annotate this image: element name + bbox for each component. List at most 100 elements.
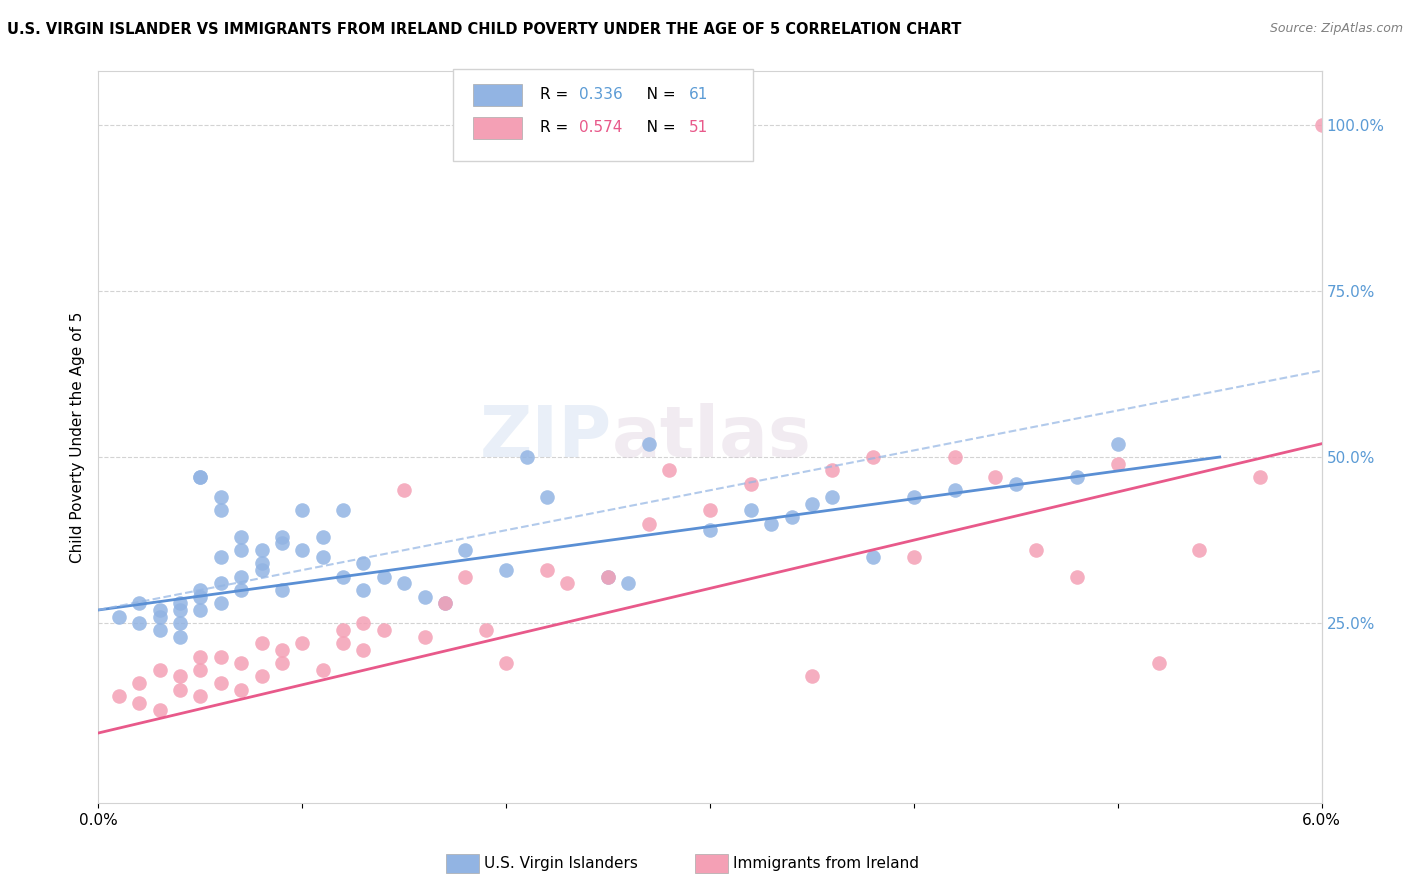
Point (352, 643, 374, 657)
Point (231, 570, 253, 584)
Text: Source: ZipAtlas.com: Source: ZipAtlas.com (1270, 22, 1403, 36)
Point (1004, 476, 1026, 491)
Point (1147, 656, 1170, 670)
Point (188, 603, 212, 617)
Point (188, 663, 212, 677)
Point (270, 656, 292, 670)
Point (740, 476, 762, 491)
Point (311, 663, 335, 677)
Point (270, 530, 292, 544)
Point (332, 570, 354, 584)
Point (169, 603, 191, 617)
Point (516, 450, 538, 464)
Point (495, 563, 517, 577)
Point (250, 636, 273, 650)
Point (1066, 570, 1088, 584)
Point (169, 616, 191, 631)
Point (332, 636, 354, 650)
Point (231, 530, 253, 544)
Text: 51: 51 (689, 120, 709, 136)
Text: atlas: atlas (612, 402, 813, 472)
Point (250, 669, 273, 683)
Point (209, 649, 232, 664)
Point (128, 616, 150, 631)
Point (149, 609, 172, 624)
Point (149, 663, 172, 677)
Point (311, 530, 335, 544)
Y-axis label: Child Poverty Under the Age of 5: Child Poverty Under the Age of 5 (69, 311, 84, 563)
Text: N =: N = (631, 120, 681, 136)
Text: 0.574: 0.574 (579, 120, 623, 136)
Point (555, 576, 579, 591)
Point (1025, 543, 1047, 558)
Point (1066, 470, 1088, 484)
Text: R =: R = (540, 87, 574, 103)
Point (617, 576, 640, 591)
Point (1310, 118, 1333, 132)
Point (598, 570, 620, 584)
Text: ZIP: ZIP (479, 402, 612, 472)
Point (454, 570, 477, 584)
Point (1249, 470, 1271, 484)
Point (699, 503, 721, 517)
Point (637, 516, 661, 531)
Point (821, 490, 844, 504)
Point (903, 490, 925, 504)
Point (373, 570, 395, 584)
Point (108, 690, 131, 704)
Text: N =: N = (631, 87, 681, 103)
Point (454, 543, 477, 558)
Point (188, 590, 212, 604)
Point (637, 436, 661, 450)
Point (943, 450, 966, 464)
Point (311, 549, 335, 564)
Point (352, 616, 374, 631)
Point (1107, 457, 1129, 471)
Point (332, 623, 354, 637)
Point (332, 503, 354, 517)
Point (433, 596, 456, 610)
Point (598, 570, 620, 584)
Point (188, 582, 212, 597)
Point (413, 590, 436, 604)
Point (392, 576, 416, 591)
Text: U.S. Virgin Islanders: U.S. Virgin Islanders (484, 856, 637, 871)
Point (169, 630, 191, 644)
Point (536, 563, 558, 577)
Point (352, 557, 374, 571)
Point (169, 669, 191, 683)
Point (128, 696, 150, 710)
Point (149, 603, 172, 617)
Point (209, 596, 232, 610)
Point (1107, 436, 1129, 450)
Point (392, 483, 416, 498)
Point (209, 549, 232, 564)
Point (270, 643, 292, 657)
Point (658, 463, 681, 477)
Point (128, 676, 150, 690)
Point (149, 623, 172, 637)
Point (862, 450, 884, 464)
Point (699, 523, 721, 537)
Point (149, 703, 172, 717)
Point (903, 549, 925, 564)
Point (169, 682, 191, 697)
Point (270, 582, 292, 597)
Point (495, 656, 517, 670)
Text: R =: R = (540, 120, 574, 136)
Point (801, 497, 824, 511)
Point (536, 490, 558, 504)
Point (231, 656, 253, 670)
Point (291, 503, 314, 517)
Point (250, 543, 273, 558)
Text: 0.336: 0.336 (579, 87, 623, 103)
Point (188, 649, 212, 664)
Point (373, 623, 395, 637)
Point (780, 509, 803, 524)
Point (108, 609, 131, 624)
Text: Immigrants from Ireland: Immigrants from Ireland (733, 856, 918, 871)
Text: 61: 61 (689, 87, 709, 103)
Point (209, 576, 232, 591)
Point (209, 676, 232, 690)
Point (740, 503, 762, 517)
